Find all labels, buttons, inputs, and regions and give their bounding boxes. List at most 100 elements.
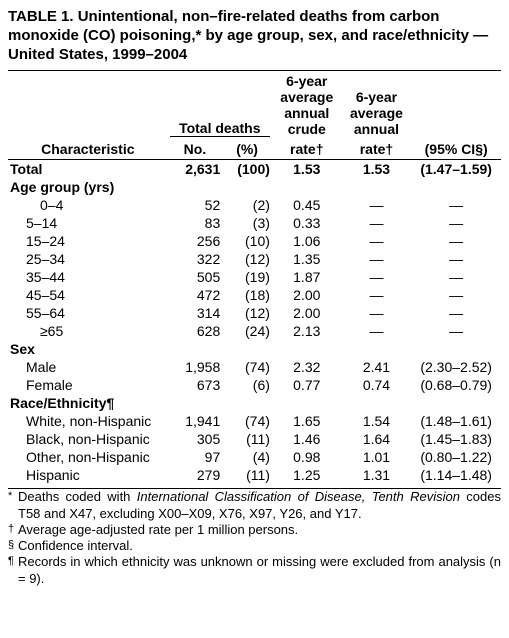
cell-pct: (6) [222,376,272,394]
cell-crude: 1.53 [272,160,342,179]
cell-adj: — [342,268,412,286]
table-row: Female 673 (6) 0.77 0.74 (0.68–0.79) [8,376,501,394]
row-label: Other, non-Hispanic [8,448,168,466]
cell-adj: — [342,250,412,268]
cell-adj: 1.31 [342,466,412,484]
row-label: 5–14 [8,214,168,232]
cell-no: 322 [168,250,223,268]
cell-pct: (3) [222,214,272,232]
cell-no: 256 [168,232,223,250]
cell-crude: 1.06 [272,232,342,250]
row-label: 15–24 [8,232,168,250]
cell-no: 2,631 [168,160,223,179]
cell-adj: 1.64 [342,430,412,448]
table-row: Hispanic 279 (11) 1.25 1.31 (1.14–1.48) [8,466,501,484]
hdr-total-deaths: Total deaths [170,120,270,137]
cell-crude: 1.65 [272,412,342,430]
cell-crude: 1.35 [272,250,342,268]
cell-adj: 1.01 [342,448,412,466]
fn-text-3: Confidence interval. [18,538,501,554]
cell-pct: (12) [222,304,272,322]
cell-ci: — [411,268,501,286]
row-label: ≥65 [8,322,168,340]
row-label: Black, non-Hispanic [8,430,168,448]
cell-adj: — [342,214,412,232]
hdr-ci: (95% CI§) [411,139,501,160]
cell-adj: — [342,286,412,304]
table-row: Black, non-Hispanic 305 (11) 1.46 1.64 (… [8,430,501,448]
fn-text-4: Records in which ethnicity was unknown o… [18,554,501,587]
hdr-adj-top: 6-year average annual [342,71,412,140]
table-row: 15–24 256 (10) 1.06 — — [8,232,501,250]
cell-crude: 2.13 [272,322,342,340]
cell-pct: (100) [222,160,272,179]
cell-crude: 2.00 [272,286,342,304]
cell-ci: — [411,286,501,304]
cell-ci: (0.68–0.79) [411,376,501,394]
cell-pct: (11) [222,430,272,448]
cell-crude: 0.77 [272,376,342,394]
hdr-crude-top: 6-year average annual crude [272,71,342,140]
footnotes: * Deaths coded with International Classi… [8,488,501,587]
cell-no: 673 [168,376,223,394]
table-title: TABLE 1. Unintentional, non–fire-related… [8,8,501,64]
table-row: Male 1,958 (74) 2.32 2.41 (2.30–2.52) [8,358,501,376]
cell-adj: — [342,322,412,340]
table-row: White, non-Hispanic 1,941 (74) 1.65 1.54… [8,412,501,430]
section-label: Sex [8,340,501,358]
row-label: White, non-Hispanic [8,412,168,430]
row-label: Hispanic [8,466,168,484]
cell-crude: 0.45 [272,196,342,214]
cell-ci: — [411,214,501,232]
table-row: Other, non-Hispanic 97 (4) 0.98 1.01 (0.… [8,448,501,466]
cell-no: 52 [168,196,223,214]
table-row: Total 2,631 (100) 1.53 1.53 (1.47–1.59) [8,160,501,179]
cell-adj: 2.41 [342,358,412,376]
cell-no: 505 [168,268,223,286]
cell-adj: 1.53 [342,160,412,179]
cell-crude: 0.98 [272,448,342,466]
table-row: 35–44 505 (19) 1.87 — — [8,268,501,286]
cell-no: 628 [168,322,223,340]
row-label: Male [8,358,168,376]
cell-ci: — [411,304,501,322]
cell-pct: (2) [222,196,272,214]
cell-ci: — [411,322,501,340]
row-label: 45–54 [8,286,168,304]
cell-pct: (18) [222,286,272,304]
cell-crude: 1.87 [272,268,342,286]
hdr-no: No. [168,139,223,160]
cell-ci: (0.80–1.22) [411,448,501,466]
section-row: Age group (yrs) [8,178,501,196]
hdr-adj: rate† [342,139,412,160]
cell-crude: 1.46 [272,430,342,448]
cell-no: 472 [168,286,223,304]
cell-ci: (1.48–1.61) [411,412,501,430]
table-row: 0–4 52 (2) 0.45 — — [8,196,501,214]
table-row: 5–14 83 (3) 0.33 — — [8,214,501,232]
data-table: Total deaths 6-year average annual crude… [8,70,501,484]
section-label: Race/Ethnicity¶ [8,394,501,412]
cell-adj: 1.54 [342,412,412,430]
cell-adj: — [342,232,412,250]
cell-pct: (74) [222,358,272,376]
cell-ci: (1.14–1.48) [411,466,501,484]
cell-no: 1,941 [168,412,223,430]
cell-pct: (11) [222,466,272,484]
cell-ci: (1.47–1.59) [411,160,501,179]
fn-text-1: Deaths coded with International Classifi… [18,489,501,522]
section-row: Sex [8,340,501,358]
fn-mark-4: ¶ [8,554,18,587]
row-label: Total [8,160,168,179]
cell-pct: (12) [222,250,272,268]
cell-adj: — [342,196,412,214]
row-label: 25–34 [8,250,168,268]
cell-ci: — [411,232,501,250]
hdr-pct: (%) [222,139,272,160]
cell-crude: 2.32 [272,358,342,376]
cell-ci: (2.30–2.52) [411,358,501,376]
section-label: Age group (yrs) [8,178,501,196]
cell-adj: 0.74 [342,376,412,394]
row-label: 35–44 [8,268,168,286]
cell-adj: — [342,304,412,322]
